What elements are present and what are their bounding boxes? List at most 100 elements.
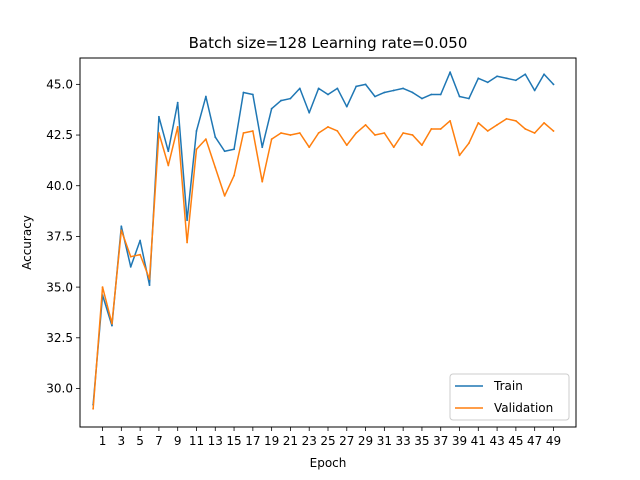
data-point-train <box>139 239 142 242</box>
y-axis-label: Accuracy <box>20 215 34 270</box>
y-tick-label: 37.5 <box>46 230 73 244</box>
data-point-train <box>129 265 132 268</box>
data-point-train <box>327 93 329 96</box>
data-point-train <box>280 99 282 102</box>
chart-title: Batch size=128 Learning rate=0.050 <box>189 34 468 52</box>
x-tick-label: 9 <box>174 434 182 448</box>
data-point-validation <box>468 142 470 145</box>
data-point-validation <box>402 132 405 134</box>
data-point-train <box>204 95 207 98</box>
data-point-train <box>458 95 461 98</box>
data-point-validation <box>186 241 188 244</box>
legend-label-validation: Validation <box>494 401 553 415</box>
data-point-train <box>317 87 320 90</box>
data-point-train <box>468 97 470 100</box>
y-tick-label: 35.0 <box>46 280 73 294</box>
data-point-validation <box>374 134 376 136</box>
x-axis-label: Epoch <box>310 456 347 470</box>
data-point-validation <box>158 132 160 134</box>
data-point-train <box>402 87 405 90</box>
data-point-validation <box>204 138 207 141</box>
data-point-validation <box>111 322 113 325</box>
x-tick-label: 23 <box>302 434 317 448</box>
x-tick-label: 41 <box>471 434 486 448</box>
data-point-validation <box>233 174 235 177</box>
data-point-validation <box>552 130 555 132</box>
data-point-train <box>439 93 442 96</box>
data-point-validation <box>261 180 264 183</box>
data-point-validation <box>195 148 198 151</box>
x-tick-label: 31 <box>377 434 392 448</box>
y-tick-label: 42.5 <box>46 128 73 142</box>
x-tick-label: 7 <box>155 434 163 448</box>
data-point-train <box>195 130 198 132</box>
data-point-validation <box>101 286 104 288</box>
data-point-validation <box>514 119 517 122</box>
data-point-validation <box>129 255 132 258</box>
data-point-validation <box>458 154 461 157</box>
data-point-validation <box>251 130 254 132</box>
data-point-validation <box>148 278 151 280</box>
data-point-train <box>552 83 555 86</box>
data-point-validation <box>364 124 367 126</box>
x-tick-label: 33 <box>396 434 411 448</box>
series-line-validation <box>92 118 555 410</box>
data-point-validation <box>383 132 386 134</box>
data-point-validation <box>449 119 452 122</box>
data-point-train <box>430 93 433 96</box>
data-point-train <box>421 97 423 100</box>
data-point-validation <box>543 121 545 124</box>
data-point-validation <box>496 124 498 126</box>
x-tick-label: 49 <box>546 434 561 448</box>
x-tick-label: 27 <box>339 434 354 448</box>
data-point-train <box>383 91 386 94</box>
series-layer <box>92 71 555 410</box>
data-point-train <box>336 87 339 90</box>
data-point-validation <box>92 407 95 410</box>
data-point-train <box>496 75 498 78</box>
x-tick-label: 17 <box>245 434 260 448</box>
y-tick-label: 32.5 <box>46 331 73 345</box>
data-point-validation <box>524 128 527 130</box>
data-point-train <box>514 79 517 82</box>
data-point-validation <box>392 146 395 149</box>
x-tick-label: 45 <box>508 434 523 448</box>
data-point-train <box>158 115 160 118</box>
data-point-train <box>533 89 536 92</box>
series-line-train <box>92 71 555 406</box>
x-tick-label: 37 <box>433 434 448 448</box>
data-point-train <box>111 324 113 327</box>
data-point-train <box>120 225 123 228</box>
data-point-train <box>364 83 367 86</box>
data-point-validation <box>421 144 423 147</box>
data-point-train <box>543 73 545 76</box>
x-tick-label: 39 <box>452 434 467 448</box>
data-point-validation <box>298 132 301 134</box>
data-point-train <box>251 93 254 96</box>
data-point-validation <box>270 138 273 141</box>
y-tick-label: 30.0 <box>46 382 73 396</box>
data-point-train <box>289 97 292 100</box>
data-point-train <box>308 111 311 114</box>
data-point-validation <box>533 132 536 134</box>
data-point-train <box>486 81 489 84</box>
x-tick-label: 5 <box>136 434 144 448</box>
data-point-train <box>392 89 395 92</box>
data-point-validation <box>223 194 226 197</box>
data-point-train <box>167 150 170 153</box>
data-point-train <box>261 146 264 149</box>
x-tick-label: 11 <box>189 434 204 448</box>
data-point-validation <box>280 132 282 134</box>
x-tick-label: 43 <box>489 434 504 448</box>
data-point-train <box>505 77 508 80</box>
data-point-train <box>374 95 376 98</box>
x-tick-label: 3 <box>118 434 126 448</box>
data-point-validation <box>120 229 123 232</box>
x-axis-ticks: 1 3 5 7 9 11 13 15 17 19 21 23 25 27 29 31 33 35 37 39 41 43 4… <box>99 427 561 448</box>
data-point-validation <box>477 121 480 124</box>
data-point-train <box>223 150 226 153</box>
x-tick-label: 29 <box>358 434 373 448</box>
data-point-train <box>214 136 217 138</box>
data-point-train <box>233 148 235 151</box>
